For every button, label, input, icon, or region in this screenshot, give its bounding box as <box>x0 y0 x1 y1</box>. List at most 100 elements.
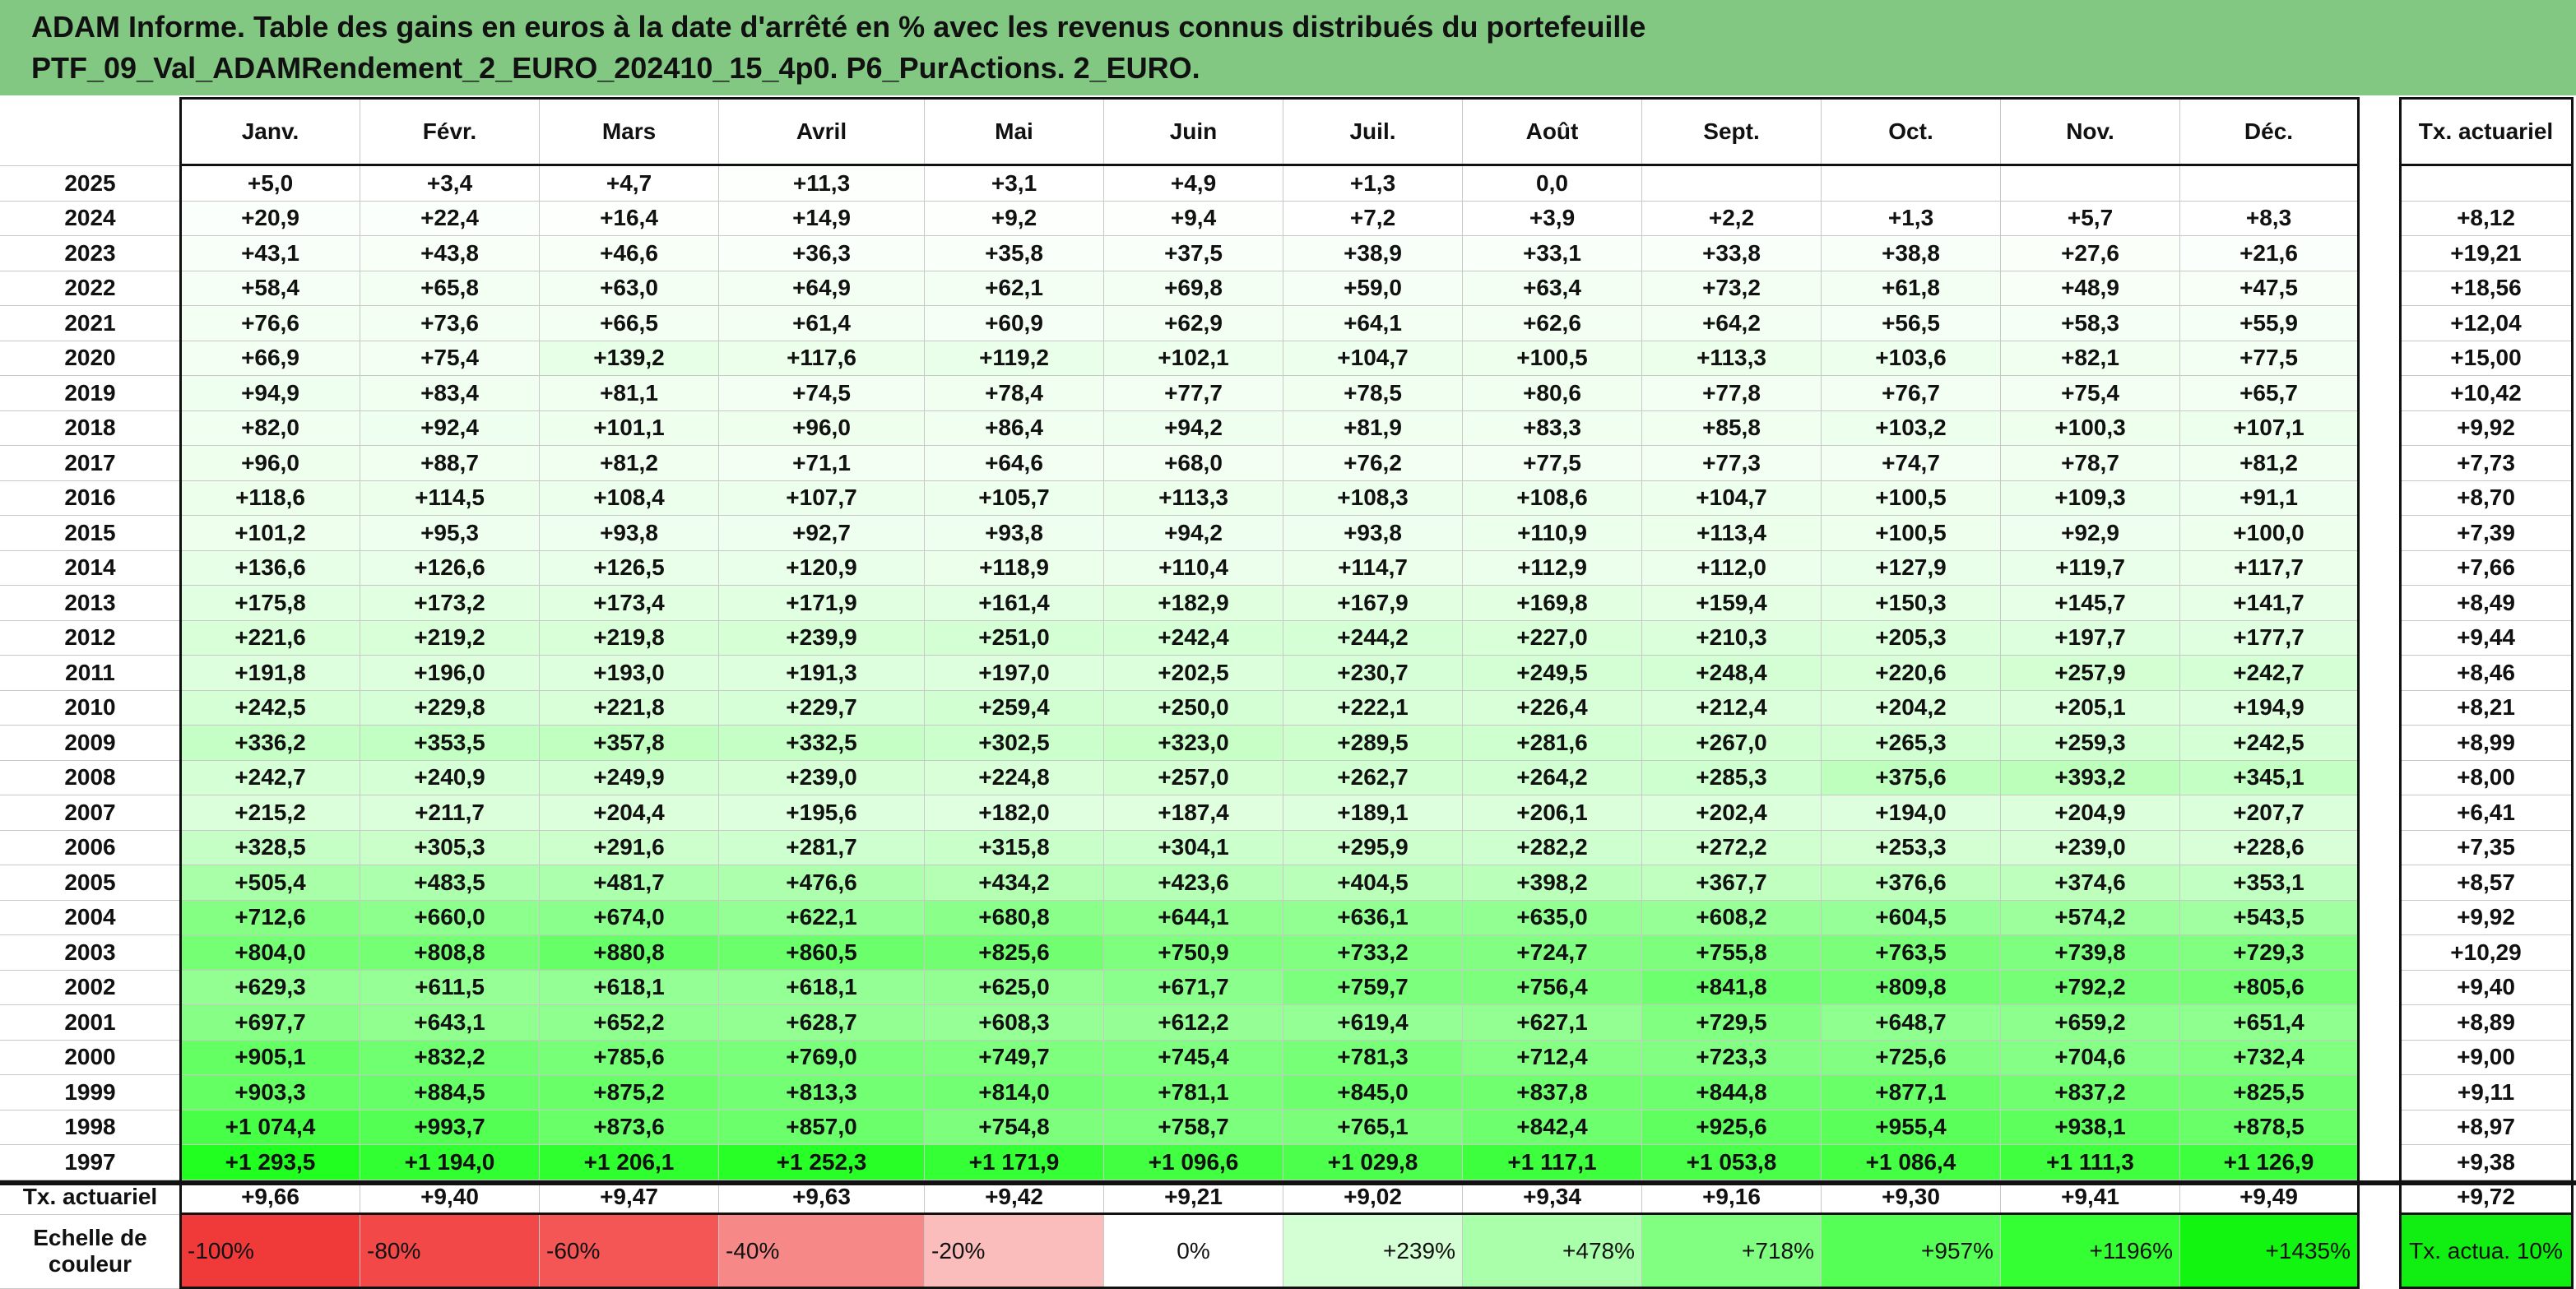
data-cell: +35,8 <box>925 236 1104 271</box>
data-cell: +118,6 <box>181 480 360 516</box>
data-cell: +173,2 <box>360 586 540 621</box>
data-cell <box>1822 166 2001 202</box>
data-cell: +805,6 <box>2180 970 2358 1005</box>
data-cell: +7,2 <box>1283 201 1463 236</box>
row-header: 2004 <box>0 900 181 935</box>
data-cell: +100,0 <box>2180 516 2358 551</box>
scale-cell: -20% <box>925 1214 1104 1289</box>
data-cell: +376,6 <box>1822 865 2001 901</box>
data-cell: +804,0 <box>181 935 360 971</box>
data-cell: +367,7 <box>1642 865 1822 901</box>
data-cell: +332,5 <box>719 726 925 761</box>
data-cell: +46,6 <box>540 236 719 271</box>
data-cell: +177,7 <box>2180 620 2358 656</box>
data-cell: +76,6 <box>181 306 360 341</box>
data-cell: +285,3 <box>1642 760 1822 795</box>
data-cell: +749,7 <box>925 1040 1104 1075</box>
data-cell: +71,1 <box>719 446 925 481</box>
rate-cell: +8,46 <box>2399 656 2574 691</box>
data-cell: +3,9 <box>1463 201 1642 236</box>
data-cell: +345,1 <box>2180 760 2358 795</box>
data-cell: +219,2 <box>360 620 540 656</box>
data-cell: +108,3 <box>1283 480 1463 516</box>
data-cell: +635,0 <box>1463 900 1642 935</box>
data-cell: +244,2 <box>1283 620 1463 656</box>
data-cell: +76,7 <box>1822 376 2001 411</box>
data-cell: +94,9 <box>181 376 360 411</box>
row-header: 2010 <box>0 690 181 726</box>
data-cell: +96,0 <box>181 446 360 481</box>
row-header: 2017 <box>0 446 181 481</box>
data-cell: +1 206,1 <box>540 1145 719 1180</box>
data-cell: +109,3 <box>2001 480 2180 516</box>
rate-cell: +9,47 <box>540 1180 719 1215</box>
rate-cell: +12,04 <box>2399 306 2574 341</box>
data-cell: +77,8 <box>1642 376 1822 411</box>
data-cell: +20,9 <box>181 201 360 236</box>
rate-cell: +8,21 <box>2399 690 2574 726</box>
data-cell: +1 096,6 <box>1104 1145 1283 1180</box>
data-cell: +619,4 <box>1283 1005 1463 1041</box>
scale-cell: +957% <box>1822 1214 2001 1289</box>
data-cell: +102,1 <box>1104 341 1283 376</box>
rate-cell: +9,44 <box>2399 620 2574 656</box>
row-header: 2022 <box>0 271 181 306</box>
data-cell: +481,7 <box>540 865 719 901</box>
data-cell: +113,3 <box>1104 480 1283 516</box>
rate-cell: +8,70 <box>2399 480 2574 516</box>
data-cell: +205,1 <box>2001 690 2180 726</box>
column-header: Févr. <box>360 97 540 166</box>
data-cell: +59,0 <box>1283 271 1463 306</box>
rate-cell: +19,21 <box>2399 236 2574 271</box>
rate-cell: +18,56 <box>2399 271 2574 306</box>
data-cell: +204,9 <box>2001 795 2180 831</box>
data-cell: +483,5 <box>360 865 540 901</box>
data-cell: +76,2 <box>1283 446 1463 481</box>
data-cell: +814,0 <box>925 1075 1104 1110</box>
data-cell: +61,8 <box>1822 271 2001 306</box>
column-header: Janv. <box>181 97 360 166</box>
data-cell: +248,4 <box>1642 656 1822 691</box>
data-cell: +103,2 <box>1822 410 2001 446</box>
data-cell: +74,5 <box>719 376 925 411</box>
data-cell: +295,9 <box>1283 830 1463 865</box>
data-cell: +302,5 <box>925 726 1104 761</box>
data-cell: +357,8 <box>540 726 719 761</box>
data-cell: +159,4 <box>1642 586 1822 621</box>
data-cell: +222,1 <box>1283 690 1463 726</box>
data-cell: +65,7 <box>2180 376 2358 411</box>
data-cell: +809,8 <box>1822 970 2001 1005</box>
data-cell: +305,3 <box>360 830 540 865</box>
data-cell: +745,4 <box>1104 1040 1283 1075</box>
data-cell: +21,6 <box>2180 236 2358 271</box>
rate-cell: +9,30 <box>1822 1180 2001 1215</box>
data-cell: +105,7 <box>925 480 1104 516</box>
rate-cell: +7,35 <box>2399 830 2574 865</box>
data-cell: +1 194,0 <box>360 1145 540 1180</box>
data-cell: +47,5 <box>2180 271 2358 306</box>
data-cell: +161,4 <box>925 586 1104 621</box>
data-cell: +73,2 <box>1642 271 1822 306</box>
data-cell: +27,6 <box>2001 236 2180 271</box>
column-header: Juin <box>1104 97 1283 166</box>
data-cell: +64,1 <box>1283 306 1463 341</box>
data-cell: +112,0 <box>1642 550 1822 586</box>
data-cell: +58,3 <box>2001 306 2180 341</box>
data-cell: +239,0 <box>719 760 925 795</box>
data-cell: +660,0 <box>360 900 540 935</box>
data-cell: +875,2 <box>540 1075 719 1110</box>
data-cell: +107,7 <box>719 480 925 516</box>
rate-cell: +9,00 <box>2399 1040 2574 1075</box>
data-cell: +141,7 <box>2180 586 2358 621</box>
data-cell: +259,4 <box>925 690 1104 726</box>
data-cell: +938,1 <box>2001 1110 2180 1145</box>
data-cell: +107,1 <box>2180 410 2358 446</box>
data-cell: +191,8 <box>181 656 360 691</box>
row-header: 2003 <box>0 935 181 971</box>
data-cell: +37,5 <box>1104 236 1283 271</box>
data-cell: +250,0 <box>1104 690 1283 726</box>
data-cell: +873,6 <box>540 1110 719 1145</box>
data-cell: +652,2 <box>540 1005 719 1041</box>
data-cell: +841,8 <box>1642 970 1822 1005</box>
data-cell: +221,8 <box>540 690 719 726</box>
